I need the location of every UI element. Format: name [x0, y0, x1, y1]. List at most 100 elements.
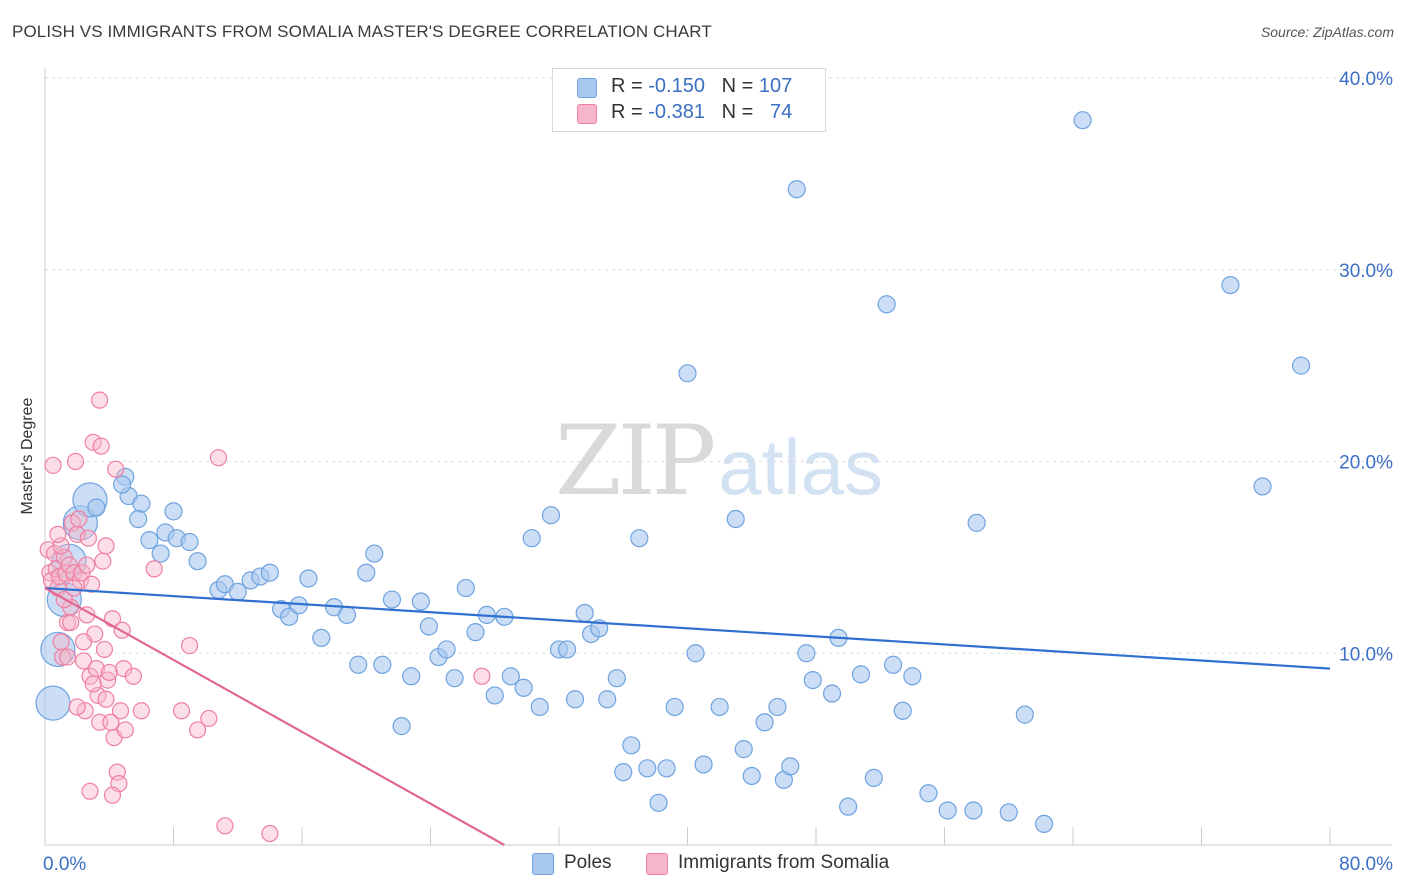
- point-somalia: [44, 456, 62, 474]
- point-poles: [541, 506, 561, 525]
- legend-swatch-poles: [532, 853, 554, 875]
- point-poles: [938, 801, 957, 820]
- legend-text-somalia: R = -0.381 N = 74: [611, 101, 792, 124]
- point-somalia: [84, 675, 102, 693]
- point-poles: [657, 759, 676, 778]
- r-value: -0.381: [648, 101, 705, 123]
- r-value: -0.150: [648, 75, 705, 97]
- x-tick-label: 80.0%: [1339, 854, 1393, 875]
- point-somalia: [52, 633, 70, 651]
- point-poles: [260, 563, 279, 582]
- point-poles: [678, 364, 697, 383]
- point-somalia: [180, 636, 199, 655]
- point-poles: [349, 655, 368, 674]
- legend-label-somalia: Immigrants from Somalia: [678, 852, 890, 873]
- point-poles: [1073, 111, 1092, 130]
- n-value: 74: [770, 101, 793, 123]
- point-poles: [419, 617, 438, 636]
- point-poles: [755, 713, 774, 732]
- point-poles: [598, 690, 617, 709]
- point-poles: [445, 669, 464, 688]
- point-somalia: [94, 552, 112, 570]
- point-poles: [630, 529, 649, 548]
- point-somalia: [145, 560, 163, 578]
- point-poles: [1291, 356, 1311, 375]
- r-label: R =: [611, 101, 649, 123]
- point-poles: [665, 697, 684, 717]
- point-poles: [903, 667, 922, 686]
- point-somalia: [78, 556, 96, 574]
- point-poles: [883, 655, 903, 674]
- point-poles: [787, 180, 806, 199]
- point-poles: [864, 768, 883, 787]
- point-poles: [734, 740, 753, 759]
- series-somalia: [39, 391, 491, 843]
- point-poles: [803, 670, 822, 690]
- point-poles: [485, 686, 504, 705]
- y-tick-label: 40.0%: [1339, 69, 1393, 90]
- point-somalia: [58, 648, 77, 666]
- point-poles: [694, 755, 713, 774]
- point-somalia: [216, 817, 234, 835]
- point-poles: [1221, 275, 1240, 295]
- point-poles: [501, 667, 520, 686]
- point-somalia: [95, 640, 114, 659]
- point-somalia: [116, 721, 134, 739]
- point-somalia: [473, 667, 491, 685]
- point-poles: [710, 697, 729, 717]
- y-tick-label: 20.0%: [1339, 453, 1393, 474]
- point-somalia: [124, 667, 142, 685]
- point-poles: [180, 532, 199, 552]
- axes: [44, 68, 1392, 846]
- point-somalia: [188, 721, 207, 739]
- point-poles: [607, 669, 626, 688]
- point-poles: [411, 592, 430, 611]
- point-poles: [797, 644, 816, 663]
- point-poles: [140, 531, 159, 550]
- watermark-atlas: atlas: [718, 423, 883, 511]
- point-somalia: [97, 537, 115, 555]
- point-somalia: [103, 786, 122, 804]
- trend-lines: [44, 586, 1331, 846]
- point-poles: [839, 797, 858, 816]
- point-poles: [530, 697, 549, 717]
- trend-line-poles: [44, 586, 1331, 670]
- point-poles: [1034, 814, 1054, 834]
- point-somalia: [97, 690, 115, 708]
- chart-title: POLISH VS IMMIGRANTS FROM SOMALIA MASTER…: [12, 22, 712, 41]
- point-poles: [1015, 705, 1034, 724]
- point-somalia: [74, 633, 93, 651]
- point-somalia: [54, 648, 72, 666]
- y-tick-label: 10.0%: [1339, 644, 1393, 665]
- point-poles: [614, 763, 633, 782]
- point-poles: [312, 628, 331, 648]
- grid-lines: [45, 77, 1392, 654]
- point-poles: [188, 552, 207, 571]
- point-poles: [742, 766, 761, 786]
- point-poles: [781, 757, 800, 776]
- point-somalia: [132, 702, 150, 720]
- point-poles: [822, 684, 842, 703]
- point-poles: [392, 717, 411, 736]
- series-poles: [35, 111, 1311, 834]
- x-tick-label: 0.0%: [43, 854, 86, 875]
- point-poles: [557, 640, 577, 659]
- point-poles: [112, 475, 132, 494]
- point-poles: [466, 623, 485, 642]
- point-poles: [373, 655, 392, 674]
- n-value: 107: [758, 75, 793, 97]
- point-somalia: [66, 452, 85, 471]
- point-poles: [964, 801, 983, 820]
- point-poles: [565, 690, 585, 709]
- point-somalia: [74, 652, 93, 670]
- point-poles: [456, 578, 475, 598]
- y-tick-label: 30.0%: [1339, 261, 1393, 282]
- r-label: R =: [611, 75, 649, 97]
- point-poles: [402, 667, 421, 686]
- point-poles: [132, 494, 151, 513]
- point-poles: [967, 513, 986, 532]
- point-poles: [437, 640, 456, 659]
- point-poles: [999, 803, 1018, 822]
- point-poles: [87, 498, 106, 517]
